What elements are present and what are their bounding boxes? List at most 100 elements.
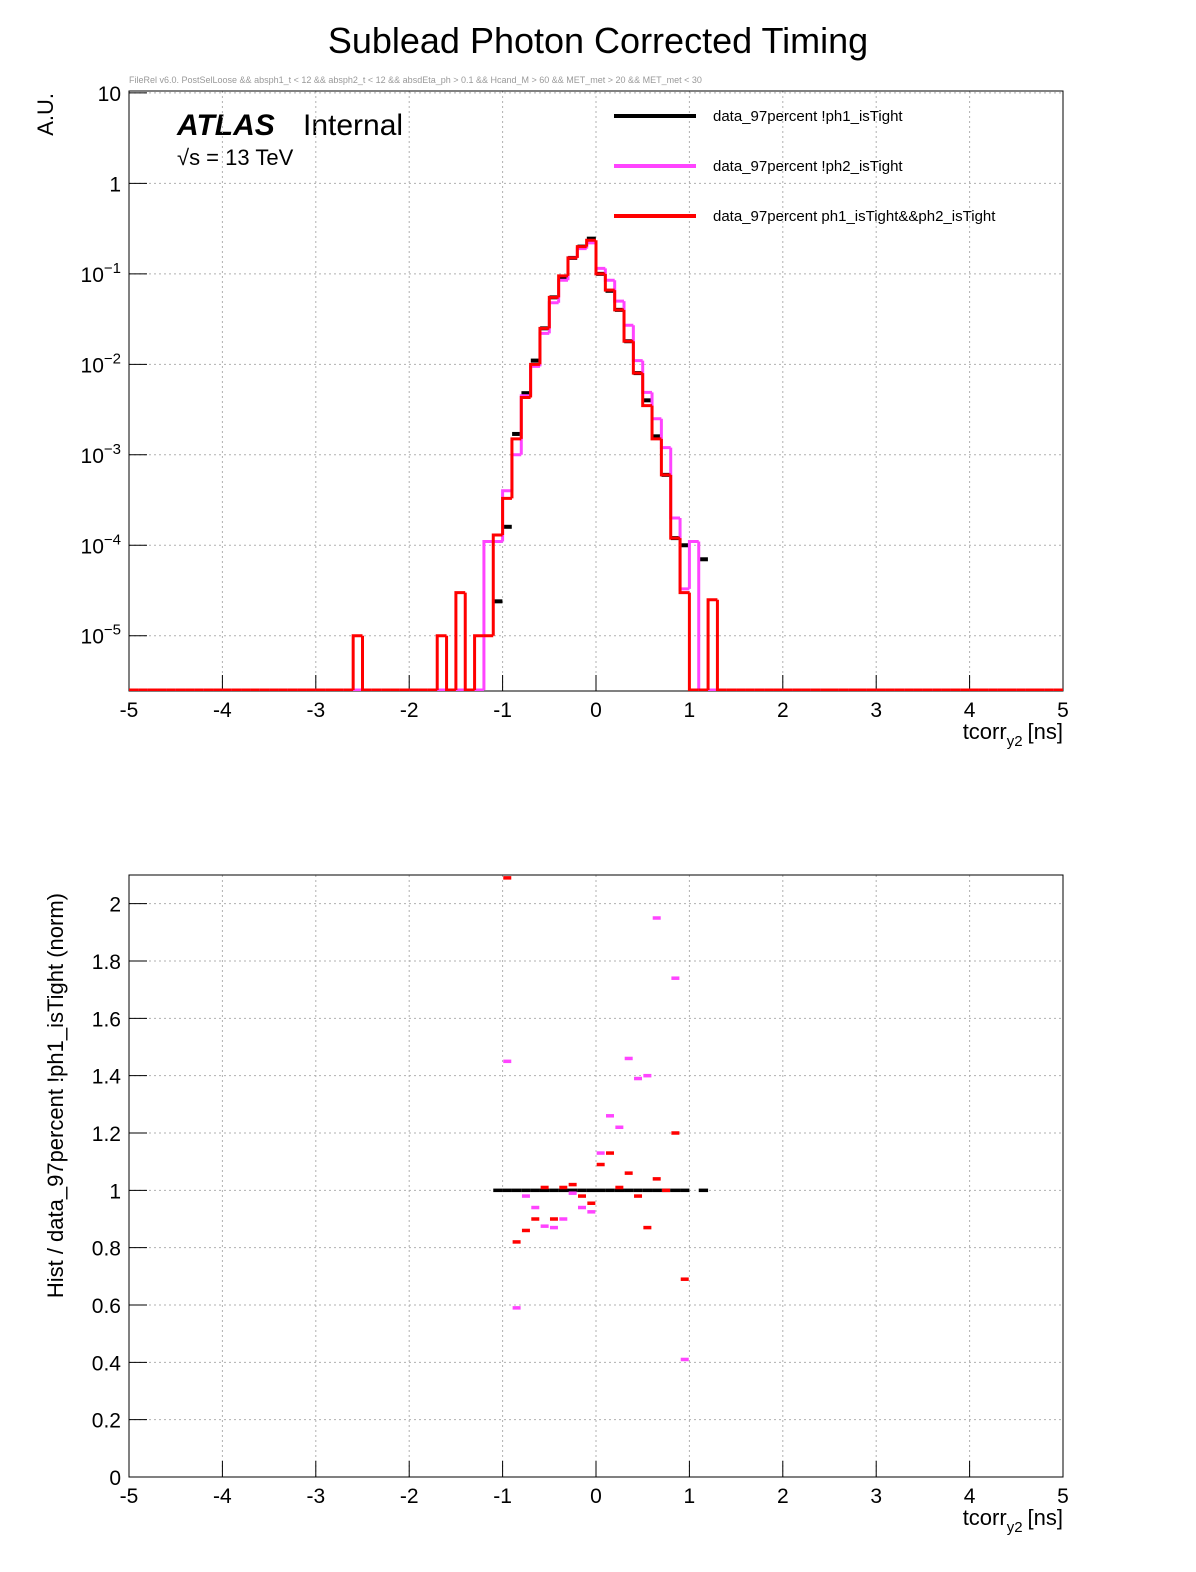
chart-title: Sublead Photon Corrected Timing: [328, 20, 868, 61]
x-tick-label: -2: [400, 699, 419, 722]
x-tick-label: 4: [964, 699, 976, 722]
histogram-bin: [622, 309, 634, 343]
y-tick-label: 10−1: [81, 260, 121, 287]
histogram-bin: [547, 295, 559, 329]
x-label-unit: [ns]: [1028, 719, 1063, 744]
x-label-sub: y2: [1007, 733, 1023, 750]
plot-frame: [128, 874, 1064, 1478]
histogram-bin: [529, 362, 540, 398]
x-axis-label: tcorry2 [ns]: [963, 719, 1063, 750]
x-tick-label: 1: [684, 699, 696, 722]
x-tick-label: -5: [120, 1485, 139, 1508]
y-tick-label: 2: [109, 894, 121, 917]
histogram-bin: [510, 437, 522, 499]
x-tick-label: -1: [493, 699, 512, 722]
tick-exponent: −1: [104, 260, 121, 277]
y-tick-label: 1.2: [92, 1123, 121, 1146]
y-tick-label: 10−4: [81, 531, 121, 558]
y-tick-label: 10−3: [81, 441, 121, 468]
y-tick-label: 0.8: [92, 1238, 121, 1261]
y-tick-label: 1.6: [92, 1008, 121, 1031]
tick-base: 10: [81, 626, 104, 649]
y-tick-label: 0: [109, 1467, 121, 1490]
histogram-bin: [519, 395, 531, 439]
plot-area: -5 -4 -3 -2 -1 0 1 2 3 4 5 0 0.2 0.4 0.6 0.8 1 1.2 1.4 1.6 1…: [43, 874, 1069, 1536]
histogram-bin: [594, 240, 606, 276]
histogram-bin: [361, 635, 372, 691]
internal-label: Internal: [303, 109, 403, 142]
histogram-bin: [706, 598, 718, 690]
histogram-bin: [473, 634, 484, 690]
histogram-bin: [669, 474, 681, 540]
x-tick-label: 0: [590, 699, 602, 722]
histogram-bin: [491, 533, 503, 636]
histogram-bin: [482, 540, 494, 690]
y-tick-label: 10: [98, 83, 121, 106]
x-label-unit: [ns]: [1028, 1505, 1063, 1530]
y-tick-label: 0.6: [92, 1295, 121, 1318]
x-tick-label: -1: [493, 1485, 512, 1508]
x-tick-label: -4: [213, 699, 232, 722]
x-tick-label: -5: [120, 699, 139, 722]
x-tick-label: 5: [1057, 1485, 1069, 1508]
legend-label: data_97percent ph1_isTight&&ph2_isTight: [713, 208, 996, 225]
histogram-bin: [566, 256, 578, 276]
series-group: [129, 236, 1063, 691]
x-label-sub: y2: [1007, 1519, 1023, 1536]
x-tick-label: 5: [1057, 699, 1069, 722]
histogram-bin: [650, 405, 662, 441]
tick-exponent: −2: [104, 350, 121, 367]
y-tick-label: 1.8: [92, 951, 121, 974]
histogram-bin: [351, 634, 363, 690]
histogram-bin: [687, 592, 699, 691]
tick-exponent: −3: [104, 441, 121, 458]
y-tick-label: 0.4: [92, 1352, 122, 1375]
histogram-bin: [678, 538, 690, 595]
tick-exponent: −5: [104, 622, 121, 639]
histogram-bin: [687, 540, 699, 589]
histogram-bin: [585, 238, 596, 247]
tick-base: 10: [81, 445, 104, 468]
histogram-bin: [463, 592, 475, 691]
y-tick-label: 10−5: [81, 622, 121, 649]
histogram-bin: [641, 373, 653, 408]
atlas-label: ATLAS: [176, 109, 275, 142]
histogram-bin: [129, 688, 139, 691]
x-tick-label: 3: [870, 1485, 882, 1508]
x-tick-label: 4: [964, 1485, 976, 1508]
y-tick-label: 0.2: [92, 1410, 121, 1433]
energy-label: √s = 13 TeV: [177, 145, 294, 170]
x-tick-label: 1: [684, 1485, 696, 1508]
histogram-bin: [445, 635, 456, 691]
histogram-bin: [631, 341, 643, 375]
histogram-bin: [613, 290, 625, 312]
y-axis-label: Hist / data_97percent !ph1_isTight (norm…: [43, 893, 68, 1298]
plot-area: -5 -4 -3 -2 -1 0 1 2 3 4 510−510−410−310−210−1110t…: [33, 83, 1069, 750]
x-label-main: tcorr: [963, 1505, 1007, 1530]
x-tick-label: 3: [870, 699, 882, 722]
x-tick-label: -3: [306, 1485, 325, 1508]
y-tick-label: 1: [109, 1180, 121, 1203]
y-axis-label: A.U.: [33, 93, 58, 136]
x-tick-label: -4: [213, 1485, 232, 1508]
legend-label: data_97percent !ph2_isTight: [713, 158, 903, 175]
histogram-bin: [538, 326, 550, 365]
histogram-bin: [501, 496, 512, 535]
y-tick-label: 1: [109, 173, 121, 196]
x-tick-label: 0: [590, 1485, 602, 1508]
x-tick-label: 2: [777, 1485, 789, 1508]
tick-base: 10: [81, 264, 104, 287]
legend-label: data_97percent !ph1_isTight: [713, 108, 903, 125]
x-axis-label: tcorry2 [ns]: [963, 1505, 1063, 1536]
series-group: [493, 876, 709, 1362]
histogram-bin: [659, 438, 671, 477]
tick-exponent: −4: [104, 531, 121, 548]
x-tick-label: -2: [400, 1485, 419, 1508]
subtitle: FileRel v6.0. PostSelLoose && absph1_t <…: [129, 75, 702, 85]
tick-base: 10: [81, 354, 104, 377]
y-tick-label: 1.4: [92, 1066, 122, 1089]
tick-base: 10: [81, 535, 104, 558]
histogram-bin: [454, 591, 466, 690]
histogram-bin: [715, 599, 727, 691]
x-label-main: tcorr: [963, 719, 1007, 744]
